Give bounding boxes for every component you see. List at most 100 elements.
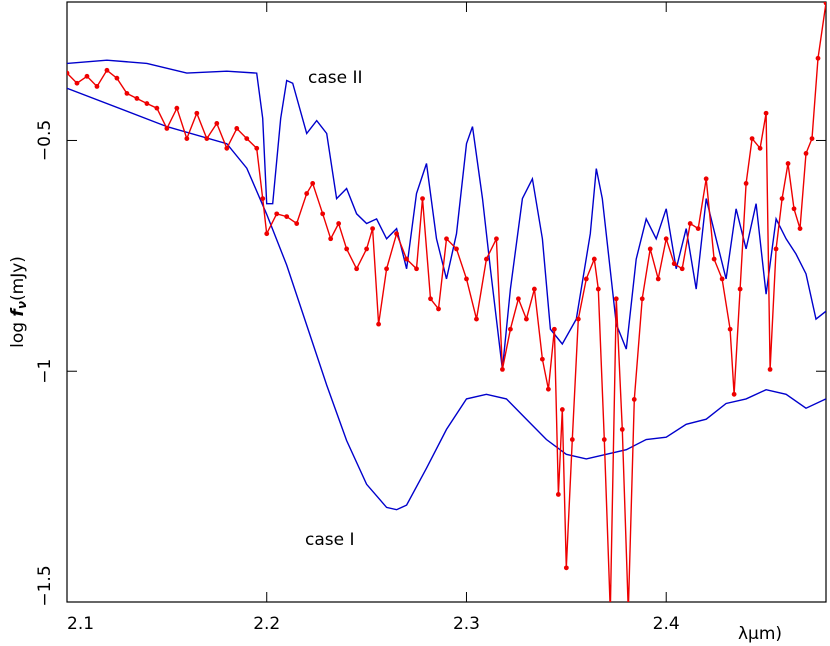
data-point [555, 492, 561, 497]
data-point [354, 266, 360, 272]
y-label-sub: ν [15, 301, 29, 309]
data-point [703, 176, 709, 182]
data-point [474, 316, 479, 322]
data-point [695, 226, 701, 232]
x-axis-label: λμm) [738, 624, 782, 644]
data-point [134, 96, 140, 101]
data-point [194, 110, 200, 116]
data-point [631, 396, 637, 402]
series-line [67, 59, 826, 370]
series-line [67, 2, 826, 602]
data-point [304, 191, 310, 196]
data-point [551, 326, 557, 332]
data-point [464, 276, 469, 282]
data-point [204, 136, 210, 142]
data-point [727, 326, 733, 332]
data-point [608, 609, 613, 614]
data-point [500, 366, 505, 372]
data-point [743, 180, 749, 186]
x-tick-label: 2.3 [453, 614, 480, 634]
data-point [663, 236, 669, 242]
data-point [454, 246, 459, 252]
y-label-unit: (mJy) [8, 256, 28, 301]
data-point [144, 101, 150, 106]
data-point [184, 136, 190, 142]
series-label: case II [308, 68, 363, 88]
data-point [655, 276, 661, 282]
data-point [84, 73, 90, 79]
y-label-symbol: f [8, 307, 28, 317]
data-point [815, 55, 821, 61]
data-point [591, 256, 597, 262]
data-point [420, 196, 425, 202]
data-point [749, 136, 755, 142]
data-point [114, 75, 120, 81]
data-point [404, 256, 409, 262]
data-point [539, 356, 545, 362]
data-point [797, 226, 803, 232]
data-point [823, 2, 826, 6]
y-tick-label: −1 [35, 359, 55, 384]
data-point [595, 286, 601, 292]
data-point [320, 211, 326, 217]
series-label: case I [305, 530, 355, 550]
data-point [613, 296, 619, 302]
data-point [274, 211, 280, 217]
data-point [124, 90, 130, 96]
plot-area [67, 2, 826, 614]
data-point [757, 145, 763, 151]
data-point [545, 386, 551, 392]
data-point [763, 110, 769, 116]
data-point [563, 565, 569, 571]
data-point [559, 407, 565, 412]
data-point [647, 246, 653, 252]
data-point [731, 391, 737, 397]
data-point [234, 126, 240, 131]
data-point [575, 316, 581, 322]
data-point [785, 161, 791, 166]
data-point [364, 246, 370, 252]
y-label-prefix: log [8, 317, 28, 348]
data-point [428, 296, 433, 302]
data-point [260, 196, 266, 202]
data-point [344, 246, 350, 252]
data-point [523, 316, 529, 322]
data-point [619, 426, 625, 432]
data-point [414, 266, 419, 272]
data-point [264, 231, 270, 237]
data-point [394, 231, 399, 237]
series-line [67, 87, 826, 511]
data-point [779, 196, 785, 202]
x-tick-label: 2.1 [67, 614, 94, 634]
data-point [583, 276, 589, 282]
data-point [687, 221, 693, 226]
data-point [284, 214, 290, 220]
data-point [711, 256, 717, 262]
data-point [679, 266, 685, 272]
y-tick-label: −0.5 [35, 120, 55, 161]
data-point [94, 84, 100, 89]
data-point [671, 261, 677, 267]
data-point [328, 236, 334, 242]
plot-frame [66, 1, 827, 603]
data-point [809, 136, 815, 142]
data-point [767, 366, 773, 372]
data-point [336, 221, 342, 226]
data-point [773, 246, 779, 252]
data-point [104, 67, 110, 73]
data-point [74, 80, 80, 86]
data-point [384, 266, 389, 272]
data-point [214, 120, 220, 126]
data-point [244, 136, 250, 142]
data-point [310, 180, 316, 186]
data-point [803, 150, 809, 156]
data-point [639, 296, 645, 302]
data-point [376, 321, 381, 327]
data-point [484, 256, 489, 262]
data-point [294, 221, 300, 226]
data-point [444, 236, 449, 242]
data-point [601, 437, 607, 442]
data-point [569, 437, 575, 442]
y-tick-label: −1.5 [35, 565, 55, 606]
